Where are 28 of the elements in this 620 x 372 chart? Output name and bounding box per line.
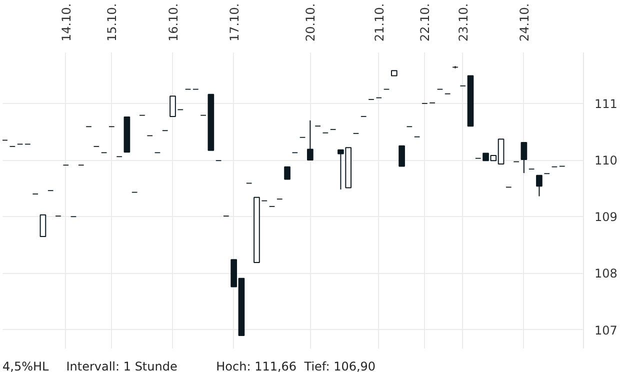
text: Hoch: 111,66: [216, 360, 297, 372]
candlestick: [398, 145, 405, 167]
candlestick: [536, 174, 542, 197]
x-tick-label: 14.10.: [59, 3, 74, 42]
y-tick-label: 110: [594, 154, 618, 168]
candlestick: [208, 94, 214, 151]
y-tick-label: 107: [594, 323, 618, 338]
candlestick: [520, 142, 528, 174]
x-tick-label: 15.10.: [105, 3, 120, 42]
candlestick: [284, 166, 290, 180]
candlestick: [390, 70, 398, 76]
x-tick-label: 17.10.: [227, 3, 242, 42]
y-tick-label: 109: [594, 210, 618, 224]
x-tick-label: 24.10.: [517, 3, 532, 42]
y-tick-label: 111: [594, 96, 618, 111]
x-tick-label: 22.10.: [418, 3, 432, 42]
x-tick-label: 21.10.: [372, 3, 386, 42]
x-tick-label: 16.10.: [166, 3, 180, 42]
candlestick: [307, 120, 314, 161]
x-tick-label: 23.10.: [456, 3, 470, 42]
candlestick: [467, 75, 474, 127]
x-tick-label: 20.10.: [304, 3, 318, 42]
text: 4,5%HL: [2, 360, 50, 372]
text: Intervall: 1 Stunde: [66, 360, 178, 372]
text: Tief: 106,90: [303, 360, 376, 372]
candlestick: [40, 214, 46, 237]
y-tick-label: 108: [594, 266, 618, 281]
candlestick: [124, 116, 130, 153]
